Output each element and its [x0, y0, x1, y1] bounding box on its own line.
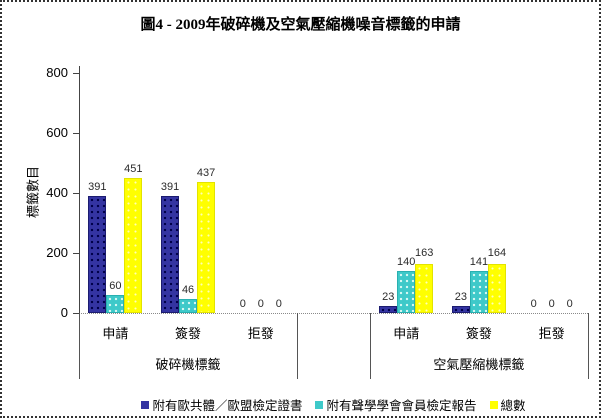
y-tick-mark — [73, 253, 79, 254]
bar-value-label: 23 — [382, 291, 395, 303]
category-label: 簽發 — [175, 326, 202, 341]
bar-value-label: 391 — [160, 181, 180, 193]
bar-value-label: 60 — [109, 280, 122, 292]
bar-value-label: 0 — [239, 298, 246, 310]
bar — [161, 196, 180, 313]
group-label: 空氣壓縮機標籤 — [433, 357, 525, 372]
chart-title: 圖4 - 2009年破碎機及空氣壓縮機噪音標籤的申請 — [140, 17, 461, 33]
y-axis-line — [79, 66, 80, 379]
bar-value-label: 437 — [196, 167, 216, 179]
group-label: 破碎機標籤 — [155, 357, 221, 372]
bar — [379, 306, 398, 313]
y-tick-mark — [73, 193, 79, 194]
category-label: 拒發 — [538, 326, 565, 341]
legend-item: 總數 — [489, 395, 526, 414]
bar-value-label: 0 — [257, 298, 264, 310]
y-tick-label: 400 — [46, 185, 68, 200]
legend-label: 總數 — [500, 399, 526, 413]
axis-divider — [588, 313, 589, 379]
bar-value-label: 164 — [487, 247, 507, 259]
bar — [415, 264, 434, 313]
legend-item: 附有聲學學會會員檢定報告 — [315, 395, 477, 414]
y-tick-label: 200 — [46, 245, 68, 260]
bar — [106, 295, 125, 313]
bar — [179, 299, 198, 313]
bar — [88, 196, 107, 313]
bar-value-label: 0 — [566, 298, 573, 310]
bar — [124, 178, 143, 313]
category-label: 拒發 — [247, 326, 274, 341]
bar-value-label: 0 — [275, 298, 282, 310]
category-label: 簽發 — [465, 326, 492, 341]
bar-value-label: 140 — [397, 256, 416, 268]
bar-value-label: 141 — [469, 256, 489, 268]
y-tick-mark — [73, 313, 79, 314]
bar-value-label: 391 — [88, 181, 107, 193]
axis-divider — [297, 313, 299, 379]
y-tick-label: 800 — [46, 65, 68, 80]
category-label: 申請 — [393, 326, 420, 341]
y-tick-label: 600 — [46, 125, 68, 140]
axis-divider — [369, 313, 371, 379]
y-tick-label: 0 — [60, 305, 68, 320]
bar-value-label: 23 — [454, 291, 468, 303]
legend: 附有歐共體／歐盟檢定證書 附有聲學學會會員檢定報告 總數 — [79, 395, 588, 414]
axis-divider — [79, 313, 80, 379]
legend-item: 附有歐共體／歐盟檢定證書 — [141, 395, 302, 414]
bar-value-label: 163 — [415, 247, 434, 259]
bar-value-label: 46 — [181, 284, 195, 296]
legend-label: 附有歐共體／歐盟檢定證書 — [152, 399, 303, 413]
bar-value-label: 0 — [530, 298, 537, 310]
bar — [469, 271, 488, 313]
bar — [397, 271, 416, 313]
y-tick-mark — [73, 133, 79, 134]
category-label: 申請 — [102, 326, 129, 341]
bar — [487, 264, 506, 313]
legend-swatch-icon — [141, 400, 150, 409]
y-tick-mark — [73, 73, 79, 74]
x-axis-baseline — [79, 313, 588, 314]
bar — [451, 306, 470, 313]
legend-swatch-icon — [315, 400, 324, 409]
legend-swatch-icon — [489, 400, 498, 409]
bar-value-label: 451 — [124, 163, 143, 175]
legend-label: 附有聲學學會會員檢定報告 — [326, 399, 477, 413]
bar-value-label: 0 — [548, 298, 555, 310]
bar — [197, 182, 216, 313]
